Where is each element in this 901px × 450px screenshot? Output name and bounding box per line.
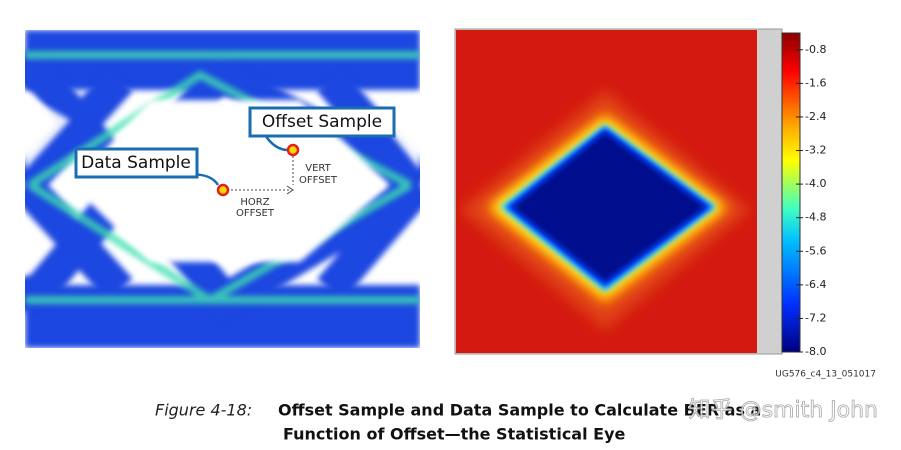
colorbar-tick-label: -0.8 — [805, 43, 826, 56]
colorbar-tick-label: -3.2 — [805, 144, 826, 157]
colorbar-tick-label: -6.4 — [805, 278, 826, 291]
caption-line: Offset Sample and Data Sample to Calcula… — [278, 401, 761, 420]
colorbar-tick-label: -4.8 — [805, 211, 826, 224]
caption-number: Figure 4-18: — [155, 401, 252, 420]
caption-line: Function of Offset—the Statistical Eye — [283, 425, 626, 444]
colorbar-tick-label: -2.4 — [805, 110, 826, 123]
heatmap — [454, 28, 801, 355]
watermark: 知乎 @smith John — [689, 398, 878, 423]
offset-sample-label: Offset Sample — [262, 112, 382, 132]
vert-offset-label: VERT — [305, 163, 331, 174]
figure-id: UG576_c4_13_051017 — [775, 370, 876, 380]
vert-offset-label: OFFSET — [299, 175, 338, 186]
horz-offset-label: HORZ — [240, 197, 269, 208]
colorbar-tick-label: -1.6 — [805, 76, 826, 89]
colorbar-tick-label: -7.2 — [805, 311, 826, 324]
colorbar-tick-label: -5.6 — [805, 244, 826, 257]
colorbar-tick-label: -4.0 — [805, 177, 826, 190]
colorbar-tick-label: -8.0 — [805, 345, 826, 358]
horz-offset-label: OFFSET — [236, 208, 275, 219]
eye-diagram: Data Sample Offset Sample VERT OFFSET HO… — [25, 30, 420, 348]
colorbar — [781, 32, 801, 353]
data-sample-label: Data Sample — [81, 153, 191, 173]
